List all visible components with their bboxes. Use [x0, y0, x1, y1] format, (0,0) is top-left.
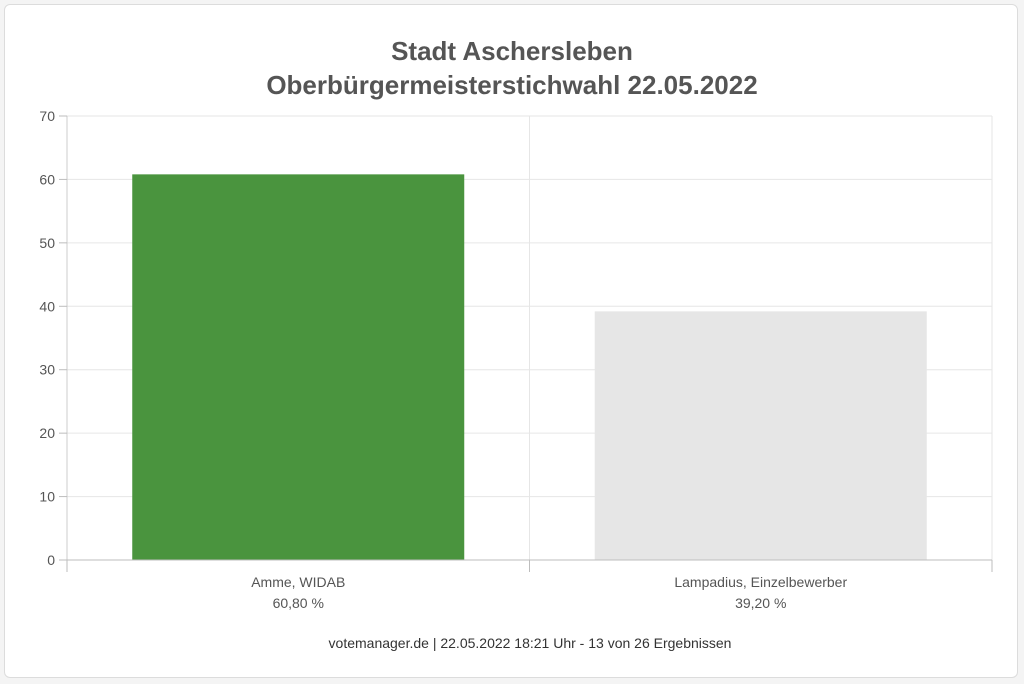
y-tick-label: 70 [39, 108, 55, 124]
y-axis: 0 10 20 30 40 50 60 70 [39, 108, 67, 568]
bar-1[interactable] [132, 174, 465, 560]
footer-source: votemanager.de | 22.05.2022 18:21 Uhr - … [329, 635, 732, 651]
x-category-percent-label: 39,20 % [735, 595, 786, 611]
y-tick-label: 40 [39, 298, 55, 314]
y-tick-label: 20 [39, 425, 55, 441]
x-category-label: Amme, WIDAB [251, 574, 345, 590]
y-tick-label: 10 [39, 489, 55, 505]
chart-title: Stadt Aschersleben Oberbürgermeisterstic… [266, 36, 757, 100]
x-category-percent-label: 60,80 % [273, 595, 324, 611]
y-tick-label: 50 [39, 235, 55, 251]
y-tick-label: 0 [47, 552, 55, 568]
x-axis: Amme, WIDAB 60,80 % Lampadius, Einzelbewer… [66, 559, 993, 611]
x-category-label: Lampadius, Einzelbewerber [674, 574, 847, 590]
chart-title-line-1: Stadt Aschersleben [391, 36, 633, 66]
chart-title-line-2: Oberbürgermeisterstichwahl 22.05.2022 [266, 70, 757, 100]
y-tick-label: 60 [39, 171, 55, 187]
bar-2[interactable] [594, 311, 927, 560]
y-tick-label: 30 [39, 362, 55, 378]
bars [132, 174, 927, 560]
